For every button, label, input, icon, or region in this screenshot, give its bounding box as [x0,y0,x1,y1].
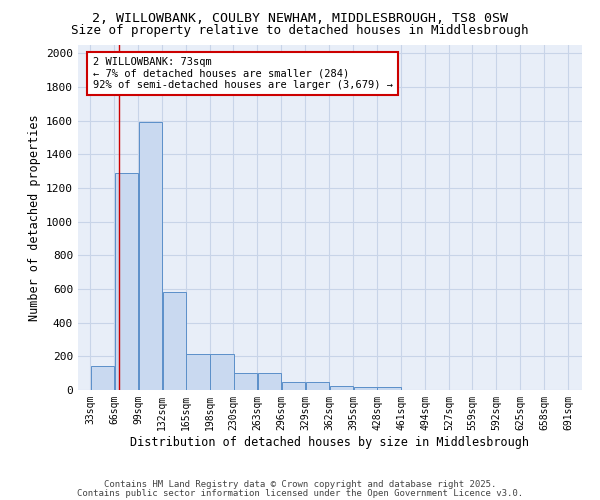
Bar [281,382,305,390]
Text: 2, WILLOWBANK, COULBY NEWHAM, MIDDLESBROUGH, TS8 0SW: 2, WILLOWBANK, COULBY NEWHAM, MIDDLESBRO… [92,12,508,26]
Bar [353,386,377,390]
Bar [329,386,353,390]
Bar [115,173,138,390]
X-axis label: Distribution of detached houses by size in Middlesbrough: Distribution of detached houses by size … [131,436,530,448]
Bar [187,354,210,390]
Text: 2 WILLOWBANK: 73sqm
← 7% of detached houses are smaller (284)
92% of semi-detach: 2 WILLOWBANK: 73sqm ← 7% of detached hou… [92,57,392,90]
Bar [91,366,114,390]
Bar [234,373,257,390]
Text: Size of property relative to detached houses in Middlesbrough: Size of property relative to detached ho… [71,24,529,37]
Text: Contains HM Land Registry data © Crown copyright and database right 2025.: Contains HM Land Registry data © Crown c… [104,480,496,489]
Bar [163,292,186,390]
Bar [305,382,329,390]
Y-axis label: Number of detached properties: Number of detached properties [28,114,41,321]
Bar [377,386,401,390]
Bar [139,122,162,390]
Text: Contains public sector information licensed under the Open Government Licence v3: Contains public sector information licen… [77,488,523,498]
Bar [257,373,281,390]
Bar [211,354,234,390]
